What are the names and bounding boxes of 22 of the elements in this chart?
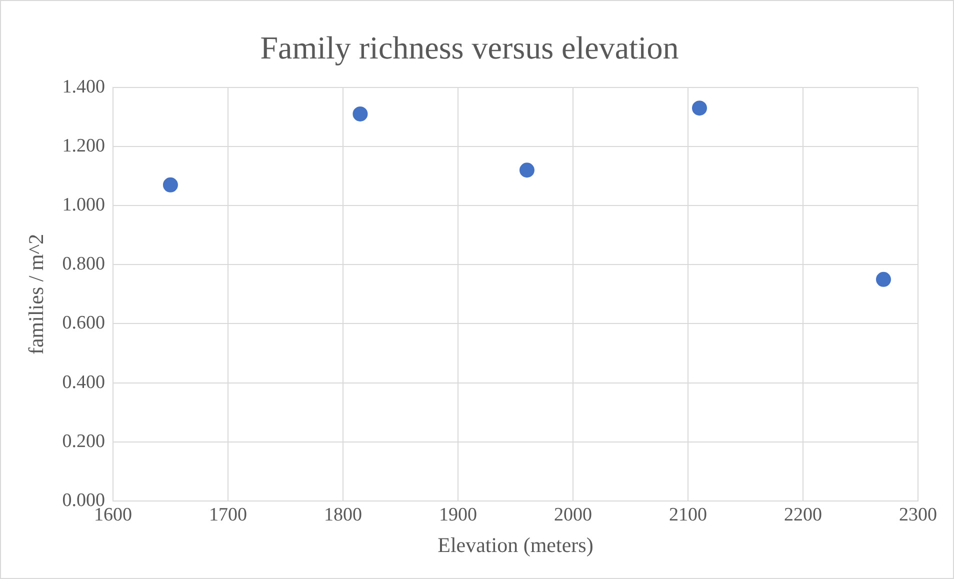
y-tick-label: 0.600 <box>62 312 105 334</box>
y-tick-label: 1.200 <box>62 135 105 156</box>
point <box>162 177 178 192</box>
x-tick-label: 1900 <box>438 504 477 526</box>
x-axis-title: Elevation (meters) <box>438 532 594 557</box>
point <box>692 100 707 116</box>
point <box>519 162 534 178</box>
y-tick-label: 0.400 <box>62 372 105 393</box>
y-tick-label: 1.400 <box>62 76 105 98</box>
x-tick-label: 2000 <box>554 504 592 526</box>
x-tick-label: 2300 <box>899 504 937 526</box>
y-tick-label: 0.800 <box>62 254 105 275</box>
y-tick-label: 0.200 <box>62 430 105 452</box>
y-tick-label: 1.000 <box>62 194 105 216</box>
x-tick-label: 1700 <box>208 504 247 526</box>
x-tick-label: 2100 <box>668 504 707 526</box>
x-tick-label: 2200 <box>784 504 822 526</box>
point <box>352 106 368 122</box>
x-tick-label: 1800 <box>324 504 362 526</box>
point <box>876 272 891 287</box>
chart-title: Family richness versus elevation <box>260 30 679 66</box>
y-axis-title: families / m^2 <box>24 234 48 355</box>
